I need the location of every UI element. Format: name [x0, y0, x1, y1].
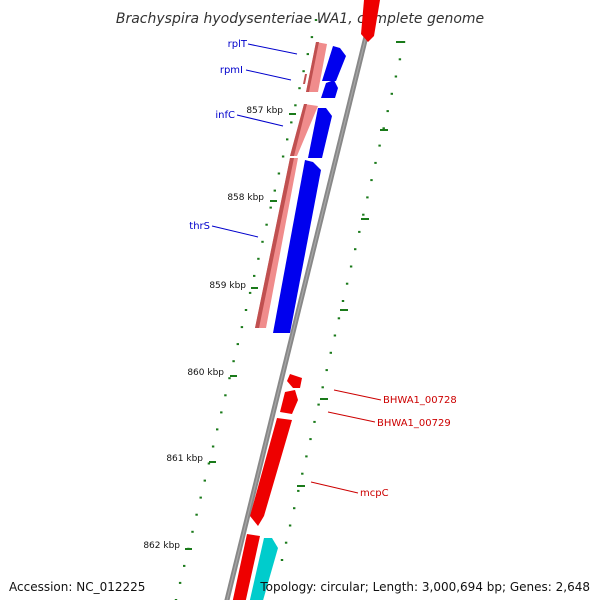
topology-text: Topology: circular; Length: 3,000,694 bp… — [260, 580, 590, 594]
cds-rplT[interactable] — [322, 46, 346, 81]
leader-rplT — [247, 43, 298, 55]
tick-label-859: 859 kbp — [209, 281, 246, 291]
tick-label-860: 860 kbp — [187, 368, 224, 378]
gene-labels-right: BHWA1_00728 BHWA1_00729 mcpC — [310, 389, 457, 499]
tick-label-862: 862 kbp — [143, 541, 180, 551]
cds-thrS-reverse-edge — [255, 158, 294, 328]
leader-thrS — [211, 225, 259, 238]
gene-labels-left: rplT rpmI infC thrS — [189, 39, 298, 238]
accession-text: Accession: NC_012225 — [9, 580, 146, 594]
label-thrS[interactable]: thrS — [189, 221, 210, 232]
cds-mcpC[interactable] — [250, 418, 292, 526]
leader-BHWA1_00729 — [327, 411, 376, 423]
red-strand-features — [232, 0, 380, 600]
leader-mcpC — [310, 481, 359, 494]
cds-rplT-reverse-edge — [306, 42, 319, 92]
cds-rpmI-reverse[interactable] — [303, 74, 307, 84]
cds-bottom-red[interactable] — [232, 534, 260, 600]
label-BHWA1_00729[interactable]: BHWA1_00729 — [377, 418, 451, 429]
map-title: Brachyspira hyodysenteriae WA1, complete… — [116, 11, 484, 27]
reverse-strand-features — [255, 42, 327, 328]
genome-backbone-highlight — [226, 0, 376, 600]
leader-BHWA1_00728 — [333, 389, 382, 401]
tick-label-858: 858 kbp — [227, 193, 264, 203]
tick-dots — [174, 19, 406, 600]
cds-infC-reverse-edge — [290, 104, 307, 156]
cds-bottom-cyan[interactable] — [249, 538, 278, 600]
label-rplT[interactable]: rplT — [228, 39, 248, 50]
cds-BHWA1_00728[interactable] — [287, 374, 302, 388]
cds-rpmI[interactable] — [321, 80, 338, 98]
cds-top-red[interactable] — [361, 0, 380, 42]
label-infC[interactable]: infC — [215, 110, 235, 121]
leader-infC — [236, 114, 284, 127]
cds-BHWA1_00729[interactable] — [280, 390, 298, 414]
label-BHWA1_00728[interactable]: BHWA1_00728 — [383, 395, 457, 406]
cds-infC[interactable] — [308, 108, 332, 158]
tick-label-857: 857 kbp — [246, 106, 283, 116]
cds-thrS[interactable] — [273, 160, 321, 333]
ruler-ticks: 857 kbp 858 kbp 859 kbp 860 kbp 861 kbp … — [143, 41, 404, 551]
tick-label-861: 861 kbp — [166, 454, 203, 464]
forward-strand-features — [273, 46, 346, 333]
label-mcpC[interactable]: mcpC — [360, 488, 389, 499]
leader-rpmI — [245, 69, 292, 81]
label-rpmI[interactable]: rpmI — [220, 65, 243, 76]
